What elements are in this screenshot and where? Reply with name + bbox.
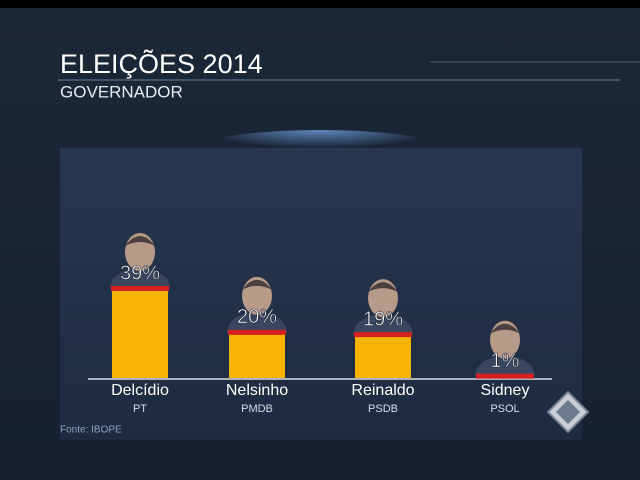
value-label: 39% (120, 262, 160, 284)
bar-cap (111, 286, 169, 291)
x-tick-label: Sidney (481, 382, 530, 399)
bar (112, 288, 168, 378)
bar-cap (476, 373, 534, 379)
party-label: PSDB (368, 403, 398, 415)
bar (229, 331, 285, 378)
bar-cap (354, 332, 412, 338)
candidate-photo (353, 314, 413, 335)
top-strip (0, 0, 640, 8)
chart-title: ELEIÇÕES 2014 (60, 48, 263, 79)
candidate-photo (242, 279, 272, 290)
x-tick-label: Delcídio (111, 382, 169, 399)
candidate-photo (490, 323, 520, 334)
value-label: 1% (491, 350, 520, 372)
party-label: PSOL (490, 403, 519, 415)
candidate-photo (125, 236, 155, 246)
chart-subtitle: GOVERNADOR (60, 82, 183, 101)
party-label: PMDB (241, 403, 273, 415)
value-label: 19% (363, 308, 403, 330)
source-note: Fonte: IBOPE (60, 425, 122, 436)
x-tick-label: Nelsinho (226, 382, 288, 399)
x-tick-label: Reinaldo (351, 382, 414, 399)
candidate-photo (475, 355, 535, 376)
channel-logo (546, 390, 590, 434)
bar-cap (228, 329, 286, 335)
candidate-photo (368, 282, 398, 293)
candidate-photo (227, 311, 287, 332)
glow (200, 130, 440, 166)
party-label: PT (133, 403, 147, 415)
value-label: 20% (237, 306, 277, 328)
candidate-photo (110, 268, 170, 288)
bar (355, 334, 411, 378)
